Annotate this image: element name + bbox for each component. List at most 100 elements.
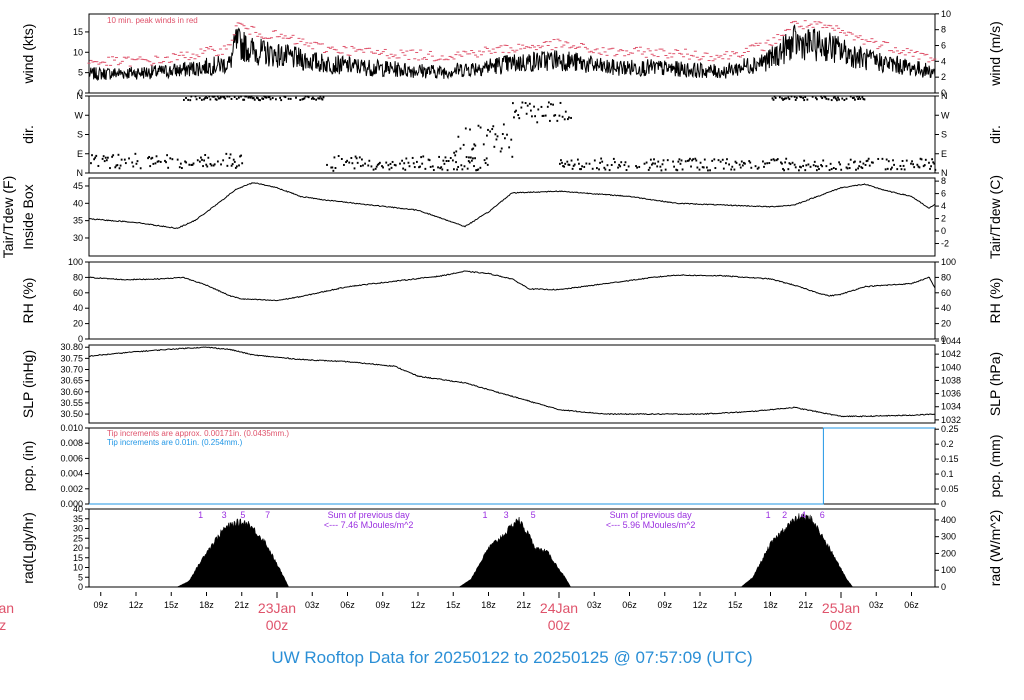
left-tick-label-wind: 5 (78, 68, 83, 78)
right-tick-label-temp: -2 (941, 239, 949, 249)
left-tick-label-pcp: 0.006 (60, 453, 83, 463)
panel-frame-slp (88, 344, 936, 424)
left-tick-label-rad: 10 (73, 563, 83, 573)
pcp-note-2: Tip increments are 0.01in. (0.254mm.) (107, 438, 243, 447)
right-tick-label-wind: 6 (941, 41, 946, 51)
left-tick-label-rad: 15 (73, 553, 83, 563)
hour-tick-label: 15z (164, 600, 179, 610)
wind-note: 10 min. peak winds in red (107, 16, 198, 25)
hour-marker: 1 (198, 510, 203, 520)
hour-marker: 6 (820, 510, 825, 520)
radiation-sum-value: <--- 7.46 MJoules/m^2 (324, 520, 414, 530)
radiation-day (740, 513, 854, 588)
left-axis-label-dir: dir. (20, 125, 36, 144)
panel-frame-temp (88, 177, 936, 257)
right-tick-label-slp: 1040 (941, 362, 961, 372)
left-axis-label-pcp: pcp. (in) (20, 441, 36, 492)
left-tick-label-rad: 5 (78, 572, 83, 582)
left-axis-label-temp: Tair/Tdew (F) (0, 176, 16, 258)
hour-tick-label: 12z (411, 600, 426, 610)
left-tick-label-dir: N (77, 168, 84, 178)
hour-tick-label: 15z (728, 600, 743, 610)
hour-tick-label: 15z (446, 600, 461, 610)
hour-tick-label: 18z (763, 600, 778, 610)
right-tick-label-pcp: 0.15 (941, 454, 959, 464)
right-tick-label-slp: 1042 (941, 349, 961, 359)
right-tick-label-temp: 0 (941, 226, 946, 236)
day-tick-hour: 00z (830, 617, 853, 633)
hour-marker: 5 (240, 510, 245, 520)
hour-marker: 2 (782, 510, 787, 520)
left-tick-label-slp: 30.70 (60, 365, 83, 375)
panel-frame-dir (88, 95, 936, 174)
hour-tick-label: 06z (904, 600, 919, 610)
day-tick-hour: 00z (548, 617, 571, 633)
left-tick-label-rh: 100 (68, 257, 83, 267)
hour-tick-label: 18z (481, 600, 496, 610)
left-tick-label-pcp: 0.008 (60, 438, 83, 448)
day-tick-date: 24Jan (540, 600, 578, 616)
right-tick-label-wind: 2 (941, 72, 946, 82)
hour-marker: 1 (482, 510, 487, 520)
left-tick-label-rh: 80 (73, 272, 83, 282)
hour-tick-label: 09z (657, 600, 672, 610)
right-axis-label-rh: RH (%) (987, 278, 1003, 324)
hour-tick-label: 12z (693, 600, 708, 610)
right-axis-label-dir: dir. (987, 125, 1003, 144)
right-tick-label-rad: 400 (941, 515, 956, 525)
left-tick-label-slp: 30.55 (60, 398, 83, 408)
right-tick-label-pcp: 0 (941, 499, 946, 509)
left-tick-label-dir: W (75, 110, 84, 120)
left-tick-label-wind: 15 (73, 27, 83, 37)
left-axis-label-slp: SLP (inHg) (20, 350, 36, 418)
hour-marker: 3 (504, 510, 509, 520)
left-tick-label-pcp: 0.010 (60, 423, 83, 433)
right-tick-label-slp: 1032 (941, 415, 961, 425)
radiation-sum-label: Sum of previous day (328, 510, 411, 520)
day-tick-hour: 00z (0, 617, 6, 633)
hour-tick-label: 03z (869, 600, 884, 610)
left-tick-label-rh: 20 (73, 319, 83, 329)
precip-line (89, 427, 935, 505)
left-axis-label-wind: wind (kts) (20, 24, 36, 85)
left-tick-label-dir: E (77, 149, 83, 159)
left-tick-label-rad: 25 (73, 533, 83, 543)
left-tick-label-rad: 30 (73, 524, 83, 534)
right-tick-label-wind: 8 (941, 25, 946, 35)
right-tick-label-dir: S (941, 130, 947, 140)
right-tick-label-rad: 100 (941, 565, 956, 575)
left-tick-label-rh: 40 (73, 303, 83, 313)
hour-tick-label: 18z (199, 600, 214, 610)
left-axis-label-rad: rad(Lgly/hr) (20, 512, 36, 584)
right-tick-label-pcp: 0.25 (941, 424, 959, 434)
left-tick-label-rad: 35 (73, 514, 83, 524)
right-axis-label-pcp: pcp. (mm) (987, 435, 1003, 498)
left-tick-label-slp: 30.80 (60, 342, 83, 352)
day-tick-hour: 00z (266, 617, 289, 633)
hour-tick-label: 06z (340, 600, 355, 610)
hour-tick-label: 21z (516, 600, 531, 610)
right-tick-label-dir: N (941, 91, 948, 101)
hour-marker: 5 (531, 510, 536, 520)
hour-marker: 3 (222, 510, 227, 520)
left-tick-label-wind: 0 (78, 88, 83, 98)
pcp-note: Tip increments are approx. 0.00171in. (0… (107, 429, 289, 438)
left-tick-label-rh: 60 (73, 288, 83, 298)
panel-frame-rh (88, 261, 936, 340)
hour-tick-label: 12z (129, 600, 144, 610)
right-axis-label-rad: rad (W/m^2) (987, 510, 1003, 587)
hour-tick-label: 06z (622, 600, 637, 610)
right-tick-label-temp: 8 (941, 176, 946, 186)
hour-marker: 1 (766, 510, 771, 520)
left-tick-label-rad: 40 (73, 504, 83, 514)
hour-tick-label: 21z (798, 600, 813, 610)
hour-tick-label: 09z (375, 600, 390, 610)
right-axis-label-wind: wind (m/s) (987, 21, 1003, 87)
panel-frame-wind (88, 13, 936, 94)
hour-marker: 7 (265, 510, 270, 520)
left-tick-label-slp: 30.60 (60, 387, 83, 397)
right-tick-label-pcp: 0.1 (941, 469, 954, 479)
hour-tick-label: 03z (305, 600, 320, 610)
day-tick-date: 22Jan (0, 600, 14, 616)
right-tick-label-rad: 200 (941, 548, 956, 558)
